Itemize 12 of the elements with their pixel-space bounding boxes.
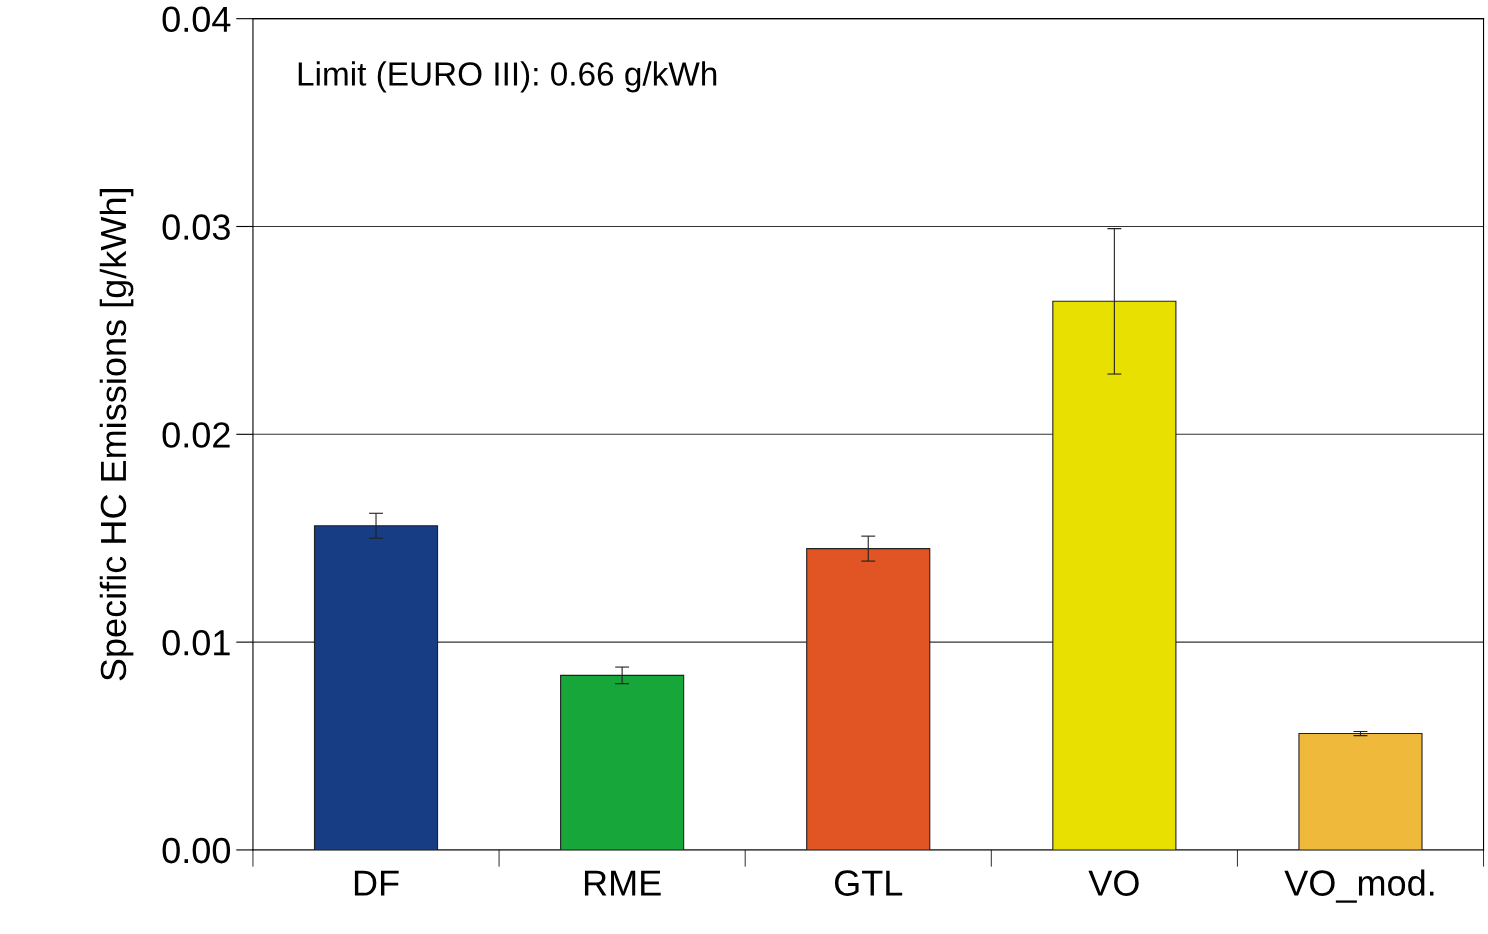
y-axis-title: Specific HC Emissions [g/kWh]	[99, 189, 134, 681]
x-tick-label: GTL	[834, 870, 903, 896]
y-tick-label: 0.03	[162, 214, 230, 240]
x-tick-label: VO	[1088, 870, 1139, 896]
y-tick-label: 0.00	[162, 837, 231, 864]
y-tick-label: 0.02	[162, 422, 230, 448]
x-tick-label: RME	[584, 870, 661, 896]
y-tick-label: 0.01	[162, 629, 230, 656]
annotation: Limit (EURO III): 0.66 g/kWh	[298, 61, 717, 93]
x-tick-label: DF	[354, 870, 399, 896]
x-tick-label: VO_mod.	[1284, 869, 1434, 903]
y-tick-label: 0.04	[162, 6, 231, 33]
